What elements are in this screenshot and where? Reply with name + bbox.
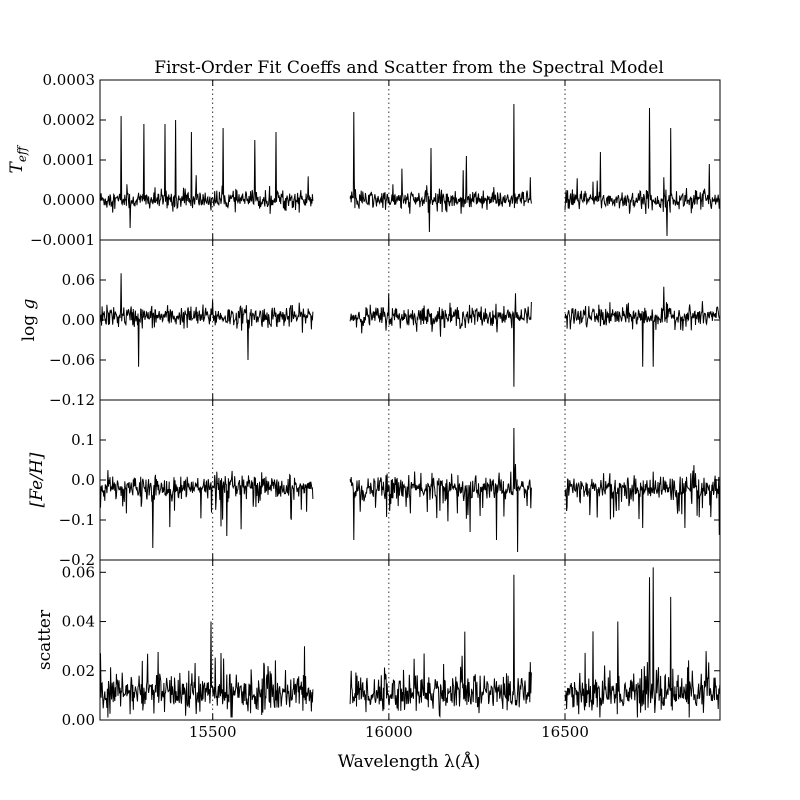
panel-logg-frame bbox=[99, 239, 721, 401]
panel-teff-frame bbox=[99, 79, 721, 241]
panel-teff-ticks: −0.0001 0.0000 0.0001 0.0002 0.0003 bbox=[30, 71, 720, 249]
x-axis-ticks: 15500 16000 16500 bbox=[189, 723, 589, 741]
panel-teff-vlines bbox=[212, 80, 566, 240]
chart-title: First-Order Fit Coeffs and Scatter from … bbox=[154, 58, 664, 78]
ytick-label-teff-3: 0.0002 bbox=[43, 111, 96, 129]
ytick-label-logg-3: 0.06 bbox=[62, 271, 95, 289]
panel-feh-ticks: −0.2 −0.1 0.0 0.1 bbox=[59, 400, 720, 569]
ytick-label-scatter-2: 0.04 bbox=[62, 613, 95, 631]
panel-scatter-ticks: 0.00 0.02 0.04 0.06 bbox=[62, 560, 720, 729]
ytick-label-scatter-3: 0.06 bbox=[62, 563, 95, 581]
xtick-label-2: 16500 bbox=[541, 723, 589, 741]
teff-T: T bbox=[7, 160, 27, 173]
ytick-label-feh-0: −0.2 bbox=[59, 551, 95, 569]
ytick-label-feh-3: 0.1 bbox=[71, 431, 95, 449]
panel-teff: −0.0001 0.0000 0.0001 0.0002 0.0003 Teff bbox=[7, 71, 721, 249]
ytick-label-logg-0: −0.12 bbox=[49, 391, 95, 409]
panel-logg-ticks: −0.12 −0.06 0.00 0.06 bbox=[49, 240, 720, 409]
ytick-label-teff-4: 0.0003 bbox=[43, 71, 96, 89]
ytick-label-teff-2: 0.0001 bbox=[43, 151, 96, 169]
ytick-label-scatter-0: 0.00 bbox=[62, 711, 95, 729]
xtick-label-0: 15500 bbox=[189, 723, 237, 741]
logg-log: log bbox=[19, 315, 39, 342]
ytick-label-logg-1: −0.06 bbox=[49, 351, 95, 369]
logg-g: g bbox=[19, 298, 39, 314]
panel-teff-ylabel: Teff bbox=[7, 144, 29, 173]
panel-scatter-ylabel: scatter bbox=[35, 609, 55, 670]
ytick-label-logg-2: 0.00 bbox=[62, 311, 95, 329]
ytick-label-scatter-1: 0.02 bbox=[62, 662, 95, 680]
panel-logg-ylabel: log g bbox=[19, 298, 39, 341]
x-axis-label: Wavelength λ(Å) bbox=[338, 751, 481, 772]
panel-scatter: 0.00 0.02 0.04 0.06 scatter bbox=[35, 559, 721, 729]
panel-feh-ylabel: [Fe/H] bbox=[27, 452, 47, 507]
panel-scatter-frame bbox=[99, 559, 721, 721]
panel-teff-trace bbox=[99, 103, 721, 237]
panel-logg-trace bbox=[99, 273, 721, 387]
ytick-label-feh-1: −0.1 bbox=[59, 511, 95, 529]
ytick-label-teff-0: −0.0001 bbox=[30, 231, 95, 249]
ytick-label-teff-1: 0.0000 bbox=[43, 191, 96, 209]
teff-subscript: eff bbox=[15, 144, 29, 162]
panel-feh-trace bbox=[99, 427, 721, 553]
panel-scatter-trace bbox=[99, 567, 721, 719]
xtick-label-1: 16000 bbox=[365, 723, 413, 741]
ytick-label-feh-2: 0.0 bbox=[71, 471, 95, 489]
panel-feh: −0.2 −0.1 0.0 0.1 [Fe/H] bbox=[27, 399, 721, 569]
panel-logg: −0.12 −0.06 0.00 0.06 log g bbox=[19, 239, 721, 409]
